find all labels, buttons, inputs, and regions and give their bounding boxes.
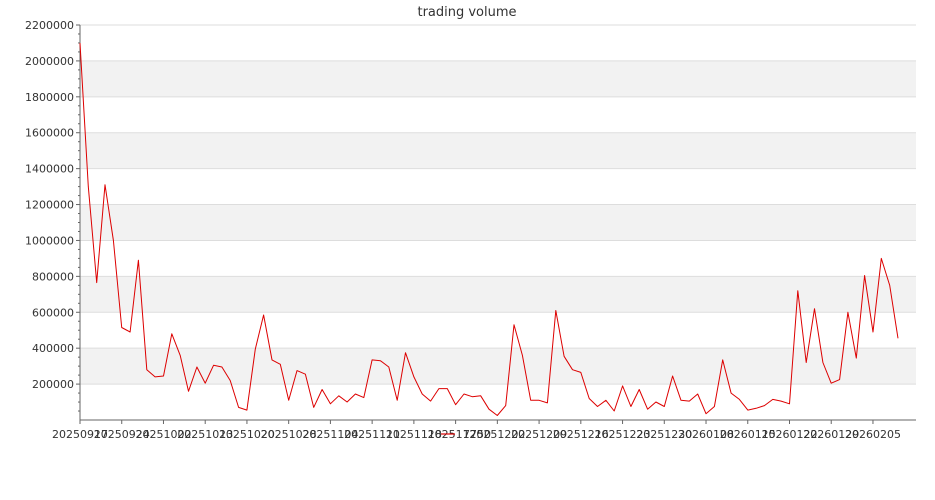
- x-tick-label: 20251202: [469, 428, 525, 441]
- x-tick-label: 20251230: [636, 428, 692, 441]
- chart-title: trading volume: [417, 5, 516, 20]
- x-tick-label: 20251125: [428, 428, 484, 441]
- x-tick-label: 20251118: [386, 428, 442, 441]
- y-tick-label: 1400000: [25, 163, 74, 176]
- grid-band: [80, 348, 916, 385]
- x-tick-label: 20251209: [511, 428, 567, 441]
- y-tick-label: 2000000: [25, 55, 74, 68]
- y-tick-label: 1000000: [25, 234, 74, 247]
- y-tick-label: 200000: [32, 378, 74, 391]
- y-tick-label: 2200000: [25, 19, 74, 32]
- y-tick-label: 800000: [32, 270, 74, 283]
- x-tick-label: 20251223: [595, 428, 651, 441]
- x-tick-label: 20260122: [761, 428, 817, 441]
- x-tick-label: 20251013: [177, 428, 233, 441]
- grid-lines: [80, 24, 916, 385]
- y-tick-label: 400000: [32, 342, 74, 355]
- x-tick-label: 20250924: [94, 428, 150, 441]
- x-tick-label: 20260205: [845, 428, 901, 441]
- x-tick-label: 20251028: [261, 428, 317, 441]
- x-tick-label: 20260129: [803, 428, 859, 441]
- y-tick-label: 1200000: [25, 199, 74, 212]
- y-tick-label: 1800000: [25, 91, 74, 104]
- x-tick-label: 20251104: [302, 428, 358, 441]
- x-tick-label: 20250917: [52, 428, 108, 441]
- x-tick-label: 20251020: [219, 428, 275, 441]
- series-group: [79, 42, 899, 416]
- series-line-7750: [79, 42, 899, 416]
- x-tick-label: 20260108: [678, 428, 734, 441]
- grid-bands: [80, 60, 916, 385]
- y-tick-label: 600000: [32, 306, 74, 319]
- y-axis-ticks: 200000 400000 600000 800000 1000000 1200000 14…: [25, 19, 80, 412]
- x-tick-label: 20251216: [553, 428, 609, 441]
- x-tick-label: 20251002: [135, 428, 191, 441]
- x-axis-ticks: 2025091720250924202510022025101320251020…: [52, 420, 901, 441]
- x-tick-label: 20260115: [720, 428, 776, 441]
- legend-label: 7750: [463, 428, 491, 441]
- x-tick-label: 20251111: [344, 428, 400, 441]
- y-tick-label: 1600000: [25, 127, 74, 140]
- grid-band: [80, 204, 916, 241]
- grid-band: [80, 276, 916, 313]
- legend: 7750: [441, 428, 491, 441]
- grid-band: [80, 60, 916, 97]
- grid-band: [80, 132, 916, 169]
